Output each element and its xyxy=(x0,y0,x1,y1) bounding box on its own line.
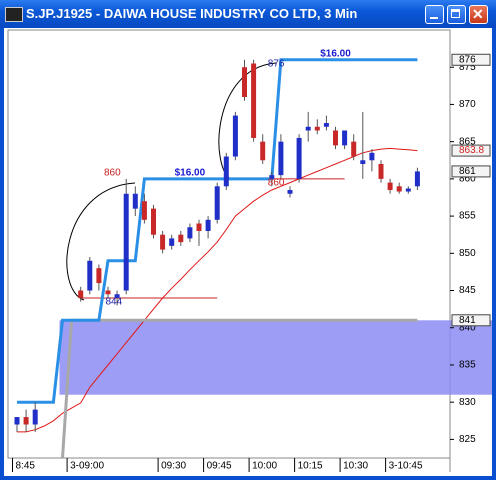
candle-body xyxy=(369,152,375,161)
x-tick-label: 10:15 xyxy=(298,461,323,472)
candle-body xyxy=(342,130,348,146)
overlay-line xyxy=(17,147,418,433)
measure-arc xyxy=(66,182,136,301)
x-tick-label: 3-09:00 xyxy=(70,461,104,472)
candle-body xyxy=(287,190,293,194)
candle-body xyxy=(196,223,202,231)
candle-body xyxy=(251,63,257,138)
candle-body xyxy=(305,126,311,131)
axis-marker-label: 863.8 xyxy=(459,145,484,156)
window-title: S.JP.J1925 - DAIWA HOUSE INDUSTRY CO LTD… xyxy=(26,6,358,21)
candle-body xyxy=(333,130,338,146)
y-tick-label: 830 xyxy=(459,397,476,408)
candle-body xyxy=(87,260,93,291)
candle-body xyxy=(78,290,84,298)
candle-body xyxy=(260,141,266,161)
candle-body xyxy=(278,141,284,176)
x-tick-label: 09:30 xyxy=(161,461,186,472)
candle-body xyxy=(396,186,402,192)
candle-body xyxy=(132,193,138,209)
candle-body xyxy=(178,234,184,243)
candle-body xyxy=(232,115,238,157)
y-tick-label: 870 xyxy=(459,99,476,110)
candle-body xyxy=(323,123,329,127)
candle-body xyxy=(105,290,111,295)
overlay-line xyxy=(17,58,418,404)
candle-body xyxy=(414,171,420,187)
level-label: 860 xyxy=(268,178,285,189)
candle-body xyxy=(96,268,102,284)
candle-body xyxy=(242,67,247,97)
overlay-line xyxy=(61,318,418,459)
y-tick-label: 860 xyxy=(459,174,476,185)
candle-body xyxy=(32,409,38,425)
price-band xyxy=(59,320,492,395)
app-icon xyxy=(5,7,23,22)
y-tick-label: 855 xyxy=(459,211,476,222)
candle-body xyxy=(314,126,320,131)
candle-body xyxy=(123,193,129,291)
chart: 825 830 835 840 845 850 855 860 865 870 875 8:45 3-0… xyxy=(4,28,492,476)
y-tick-label: 875 xyxy=(459,62,476,73)
x-tick-label: 10:00 xyxy=(252,461,277,472)
candle-body xyxy=(360,160,366,164)
candle-body xyxy=(223,156,229,187)
y-tick-label: 825 xyxy=(459,434,476,445)
annotation: $16.00 xyxy=(175,168,206,179)
candle-body xyxy=(405,188,411,192)
level-label: 860 xyxy=(104,168,121,179)
y-tick-label: 850 xyxy=(459,248,476,259)
level-label: 876 xyxy=(268,58,285,69)
axis-marker-label: 876 xyxy=(459,54,476,65)
candle-body xyxy=(205,219,211,231)
title-bar: S.JP.J1925 - DAIWA HOUSE INDUSTRY CO LTD… xyxy=(0,0,496,28)
minimize-button[interactable] xyxy=(425,5,444,24)
axis-marker-box xyxy=(451,165,491,178)
y-tick-label: 835 xyxy=(459,360,476,371)
axis-marker-box xyxy=(451,144,491,157)
candle-body xyxy=(214,186,220,220)
x-tick-label: 09:45 xyxy=(207,461,232,472)
close-button[interactable]: ✕ xyxy=(469,5,488,24)
candle-body xyxy=(351,141,357,157)
maximize-button[interactable] xyxy=(447,5,466,24)
candle-body xyxy=(269,175,275,179)
candle-body xyxy=(378,163,384,179)
candle-body xyxy=(23,417,29,425)
axis-marker-label: 841 xyxy=(459,315,476,326)
level-label: 844 xyxy=(106,297,123,308)
y-tick-label: 840 xyxy=(459,322,476,333)
candle-body xyxy=(151,208,156,235)
y-tick-label: 865 xyxy=(459,136,476,147)
x-tick-label: 8:45 xyxy=(16,461,36,472)
candle-body xyxy=(187,227,193,239)
candle-body xyxy=(296,137,302,179)
axis-marker-box xyxy=(451,314,491,327)
x-tick-label: 10:30 xyxy=(343,461,368,472)
candle-body xyxy=(14,417,20,425)
y-tick-label: 845 xyxy=(459,285,476,296)
axis-marker-box xyxy=(451,53,491,66)
candle-body xyxy=(387,182,393,191)
candle-body xyxy=(160,234,166,250)
axis-marker-label: 861 xyxy=(459,166,476,177)
candle-body xyxy=(169,238,175,246)
x-tick-label: 3-10:45 xyxy=(389,461,423,472)
candle-body xyxy=(114,294,120,298)
candle-body xyxy=(141,201,147,220)
annotation: $16.00 xyxy=(320,48,351,59)
